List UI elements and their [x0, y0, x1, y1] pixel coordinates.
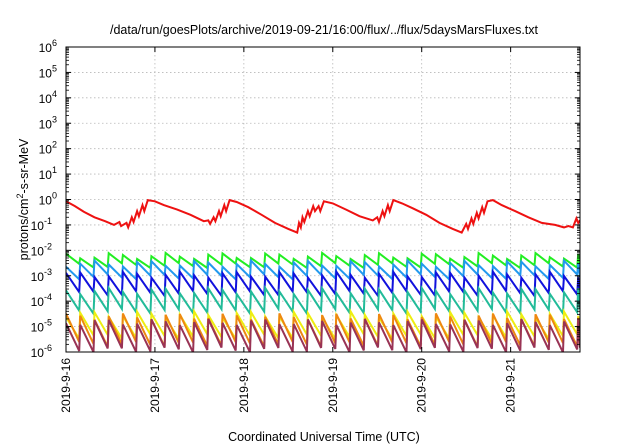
y-tick-exponent: -1: [44, 216, 52, 226]
series-line-3: [66, 258, 580, 282]
y-tick-label: 10-6: [31, 343, 52, 360]
y-tick-label: 10-5: [31, 318, 52, 335]
series-lines: [66, 198, 580, 352]
y-tick-base: 10: [31, 219, 45, 233]
y-tick-base: 10: [39, 41, 53, 55]
y-tick-label: 101: [39, 165, 57, 182]
y-tick-base: 10: [31, 321, 45, 335]
y-tick-label: 100: [39, 191, 57, 208]
x-tick-label: 2019-9-20: [415, 358, 429, 413]
y-axis-label-superscript: 2: [15, 194, 25, 199]
y-tick-exponent: 3: [52, 114, 57, 124]
x-axis-label: Coordinated Universal Time (UTC): [228, 430, 420, 444]
y-tick-exponent: 4: [52, 89, 57, 99]
y-tick-label: 10-3: [31, 267, 52, 284]
y-axis-label-part1: protons/cm: [17, 199, 31, 261]
y-tick-base: 10: [39, 143, 53, 157]
y-tick-label: 10-2: [31, 241, 52, 258]
axis-ticks: 10610510410310210110010-110-210-310-410-…: [31, 38, 580, 413]
series-line-8: [66, 318, 580, 352]
series-line-4: [66, 268, 580, 299]
y-tick-base: 10: [39, 92, 53, 106]
x-tick-label: 2019-9-21: [504, 358, 518, 413]
y-tick-exponent: -3: [44, 267, 52, 277]
y-tick-exponent: -6: [44, 343, 52, 353]
y-axis-label: protons/cm2-s-sr-MeV: [15, 138, 31, 260]
y-tick-exponent: 0: [52, 191, 57, 201]
y-tick-base: 10: [31, 295, 45, 309]
series-line-2: [66, 250, 580, 270]
y-tick-exponent: 2: [52, 140, 57, 150]
y-tick-base: 10: [39, 194, 53, 208]
y-tick-base: 10: [39, 66, 53, 80]
series-line-7: [66, 312, 580, 348]
y-tick-base: 10: [31, 270, 45, 284]
y-axis-label-part2: -s-sr-MeV: [17, 138, 31, 194]
y-tick-label: 106: [39, 38, 57, 55]
chart-title: /data/run/goesPlots/archive/2019-09-21/1…: [110, 23, 539, 37]
series-line-5: [66, 284, 580, 317]
y-tick-base: 10: [39, 168, 53, 182]
y-tick-exponent: 5: [52, 63, 57, 73]
y-tick-exponent: -2: [44, 241, 52, 251]
y-tick-label: 10-4: [31, 292, 52, 309]
y-tick-exponent: -5: [44, 318, 52, 328]
x-tick-label: 2019-9-19: [326, 358, 340, 413]
y-tick-label: 104: [39, 89, 57, 106]
y-tick-exponent: 6: [52, 38, 57, 48]
y-tick-label: 102: [39, 140, 57, 157]
y-tick-label: 105: [39, 63, 57, 80]
y-tick-exponent: -4: [44, 292, 52, 302]
x-tick-label: 2019-9-17: [148, 358, 162, 413]
y-tick-base: 10: [31, 244, 45, 258]
x-tick-label: 2019-9-18: [237, 358, 251, 413]
y-tick-base: 10: [31, 346, 45, 360]
series-line-1: [66, 198, 580, 234]
y-tick-label: 103: [39, 114, 57, 131]
y-tick-label: 10-1: [31, 216, 52, 233]
y-tick-base: 10: [39, 117, 53, 131]
x-tick-label: 2019-9-16: [59, 358, 73, 413]
y-tick-exponent: 1: [52, 165, 57, 175]
